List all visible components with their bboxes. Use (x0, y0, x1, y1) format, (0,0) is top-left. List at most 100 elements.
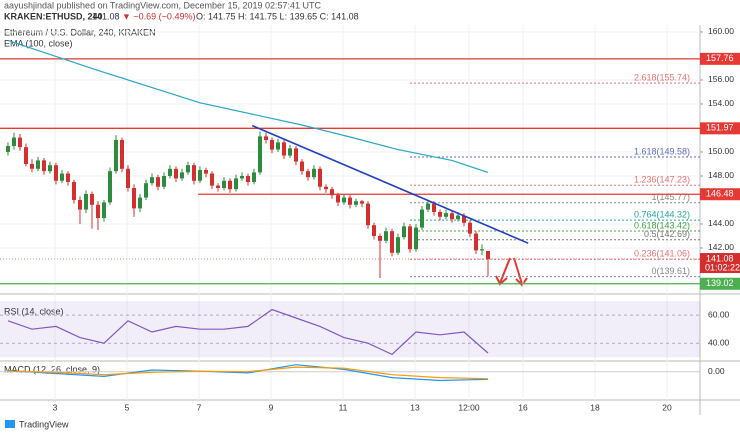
x-tick-label: 7 (197, 402, 202, 412)
rsi-line (7, 308, 489, 356)
candle-body (59, 173, 64, 181)
ema-line (7, 39, 489, 173)
candle-body (323, 186, 328, 190)
fib-label: 2.618(155.74) (634, 72, 690, 82)
candle-body (341, 197, 346, 203)
brand-logo (5, 420, 15, 428)
countdown: 01:02:22 (705, 262, 740, 272)
x-tick-label: 12:00 (458, 402, 480, 412)
y-tick-label: 150.00 (708, 146, 734, 156)
fib-label: 1.236(147.23) (634, 175, 690, 185)
fib-label: 1.618(149.58) (634, 146, 690, 156)
candle-body (305, 171, 310, 178)
trendline (251, 124, 529, 244)
price-tag (700, 277, 740, 290)
candle-body (5, 145, 10, 152)
candle-body (137, 197, 142, 209)
candle-body (65, 173, 70, 182)
macd-legend: MACD (12, 26, close, 9) (4, 364, 100, 374)
candle-body (89, 193, 94, 205)
candle-body (360, 201, 365, 204)
y-tick-label: 40.00 (708, 337, 730, 347)
candle-body (167, 168, 172, 176)
y-tick-label: 142.00 (708, 242, 734, 252)
candle-body (384, 231, 389, 241)
candle-body (486, 250, 491, 260)
candle-body (426, 203, 431, 210)
candle-body (317, 168, 322, 187)
y-tick-label: 160.00 (708, 26, 734, 36)
candle-body (173, 168, 178, 179)
candle-body (293, 148, 298, 162)
candle-body (480, 249, 485, 251)
candle-body (233, 178, 238, 190)
candle-body (107, 171, 112, 203)
candle-body (29, 163, 34, 169)
candle-body (438, 211, 443, 217)
x-tick-label: 3 (53, 402, 58, 412)
candle-body (209, 173, 214, 186)
candle-body (257, 136, 262, 173)
candle-body (462, 215, 467, 223)
candle-body (41, 160, 46, 172)
arrow (499, 257, 511, 284)
candle-body (143, 183, 148, 198)
candle-body (161, 175, 166, 187)
candle-body (47, 165, 52, 172)
y-tick-label: 0.00 (708, 366, 725, 376)
candle-body (11, 137, 16, 146)
candle-body (408, 226, 413, 250)
candle-body (335, 195, 340, 203)
brand: TradingView (19, 419, 69, 429)
plot-layer: 2.618(155.74) 1.618(149.58) 1.236(147.23) 1… (0, 25, 700, 400)
candle-body (372, 225, 377, 236)
candle-body (119, 139, 124, 169)
price-tag (700, 253, 740, 274)
candle-body (197, 169, 202, 181)
x-tick-label: 5 (125, 402, 130, 412)
x-tick-label: 16 (518, 402, 528, 412)
candle-body (125, 168, 130, 188)
candle-body (281, 142, 286, 156)
fib-label: 0(139.61) (651, 266, 690, 276)
candle-body (390, 231, 395, 253)
y-tick-label: 148.00 (708, 170, 734, 180)
candle-body (378, 235, 383, 241)
candle-body (215, 185, 220, 188)
candle-body (420, 209, 425, 228)
candle-body (444, 213, 449, 217)
y-tick-label: 156.00 (708, 74, 734, 84)
candle-body (450, 213, 455, 220)
arrow (513, 257, 523, 285)
candle-body (263, 136, 268, 140)
macd-line (7, 366, 489, 380)
candle-body (366, 203, 371, 226)
y-tick-label: 60.00 (708, 309, 730, 319)
red-arrows (495, 257, 528, 287)
candle-body (414, 227, 419, 250)
candle-body (468, 222, 473, 234)
candle-body (396, 237, 401, 253)
candle-body (329, 189, 334, 196)
macd-line (7, 364, 489, 382)
candle-body (83, 193, 88, 210)
candle-body (101, 202, 106, 218)
candle-body (275, 142, 280, 150)
candle-body (221, 180, 226, 188)
candle-body (131, 187, 136, 209)
y-tick-label: 154.00 (708, 98, 734, 108)
ema-legend: EMA (100, close) (4, 38, 73, 48)
x-tick-label: 11 (339, 402, 348, 412)
fib-label: 0.5(142.69) (644, 229, 690, 239)
candle-body (155, 177, 160, 187)
price-tag-label: 146.48 (706, 189, 734, 199)
y-tick-label: 144.00 (708, 218, 734, 228)
candle-body (402, 226, 407, 238)
x-tick-label: 20 (662, 402, 672, 412)
candle-body (474, 233, 479, 251)
fib-label: 0.764(144.32) (634, 210, 690, 220)
last-price: 141.08 (92, 11, 120, 21)
candle-body (456, 215, 461, 220)
candle-body (354, 201, 359, 205)
